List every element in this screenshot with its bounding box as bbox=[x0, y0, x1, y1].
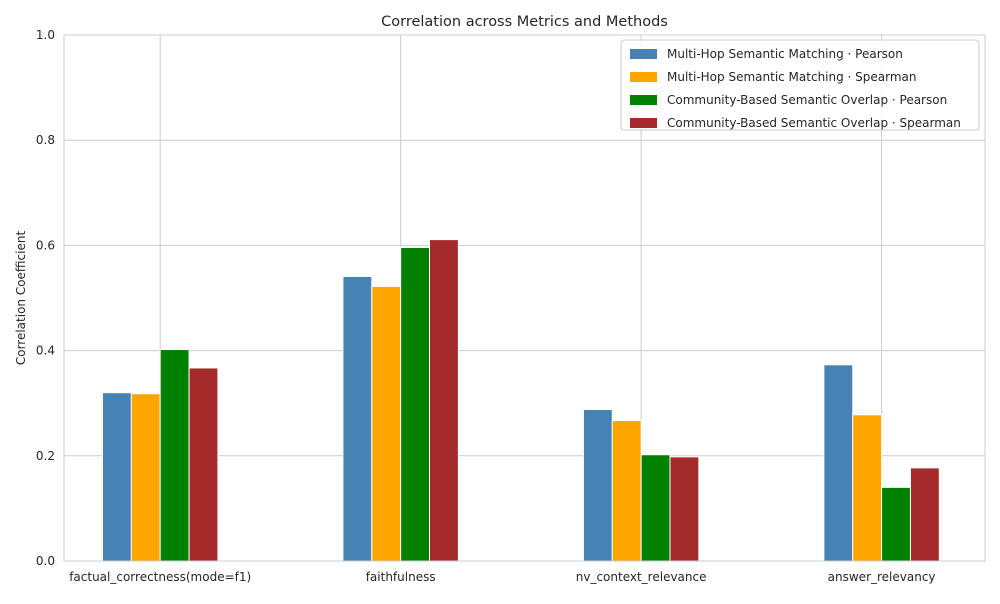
bar bbox=[188, 367, 219, 562]
bar bbox=[640, 454, 671, 562]
bar bbox=[429, 239, 459, 562]
bars bbox=[101, 239, 940, 562]
x-ticks: factual_correctness(mode=f1) faithfulness… bbox=[69, 570, 935, 584]
bar bbox=[101, 392, 132, 562]
x-tick-label: faithfulness bbox=[366, 570, 436, 584]
x-tick-label: answer_relevancy bbox=[828, 570, 936, 584]
bar bbox=[852, 414, 883, 562]
plot-frame bbox=[63, 34, 986, 562]
legend-swatch bbox=[630, 118, 657, 128]
bar bbox=[130, 393, 161, 562]
legend-box bbox=[620, 39, 980, 131]
legend: Multi-Hop Semantic Matching · Pearson Mul… bbox=[620, 39, 980, 131]
bar bbox=[342, 275, 373, 562]
y-axis-label: Correlation Coefficient bbox=[14, 231, 28, 366]
bar bbox=[159, 349, 190, 562]
y-tick-label: 0.8 bbox=[36, 133, 55, 147]
bar bbox=[909, 467, 940, 562]
y-tick-label: 1.0 bbox=[36, 28, 55, 42]
bar bbox=[823, 364, 854, 562]
bar bbox=[881, 486, 911, 562]
y-ticks: 0.0 0.2 0.4 0.6 0.8 1.0 bbox=[36, 28, 55, 568]
x-tick-label: factual_correctness(mode=f1) bbox=[69, 570, 251, 584]
legend-label: Multi-Hop Semantic Matching · Pearson bbox=[667, 47, 903, 61]
bar bbox=[582, 409, 613, 562]
legend-label: Community-Based Semantic Overlap · Spear… bbox=[667, 116, 961, 130]
legend-swatch bbox=[630, 49, 657, 59]
y-tick-label: 0.0 bbox=[36, 554, 55, 568]
legend-swatch bbox=[630, 72, 657, 82]
bar bbox=[400, 247, 431, 562]
bar bbox=[371, 285, 402, 562]
bar bbox=[611, 420, 642, 562]
bar bbox=[669, 456, 700, 562]
y-tick-label: 0.4 bbox=[36, 344, 55, 358]
chart-title: Correlation across Metrics and Methods bbox=[381, 14, 668, 30]
legend-swatch bbox=[630, 95, 657, 105]
x-tick-label: nv_context_relevance bbox=[576, 570, 707, 584]
y-tick-label: 0.2 bbox=[36, 449, 55, 463]
y-tick-label: 0.6 bbox=[36, 238, 55, 252]
legend-label: Multi-Hop Semantic Matching · Spearman bbox=[667, 70, 917, 84]
legend-label: Community-Based Semantic Overlap · Pears… bbox=[667, 93, 947, 107]
